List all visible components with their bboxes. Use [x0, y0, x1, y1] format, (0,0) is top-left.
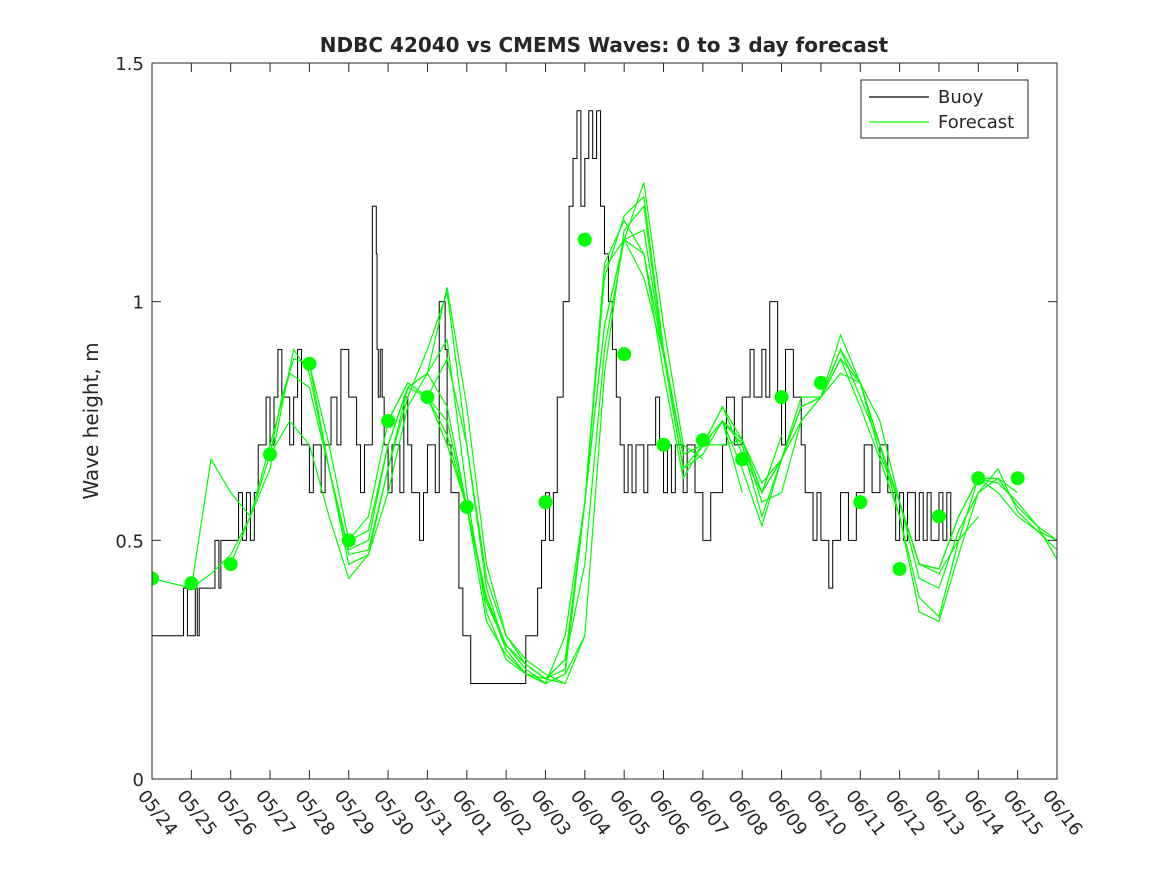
forecast-marker [341, 533, 356, 548]
forecast-marker [577, 232, 592, 247]
legend-box [860, 79, 1029, 139]
forecast-marker [774, 390, 789, 405]
plot-area [152, 110, 1057, 685]
forecast-marker [152, 571, 159, 586]
forecast-marker [892, 561, 907, 576]
y-tick-label: 0.5 [115, 531, 144, 552]
forecast-marker [813, 375, 828, 390]
chart-title: NDBC 42040 vs CMEMS Waves: 0 to 3 day fo… [320, 33, 889, 57]
forecast-marker [971, 471, 986, 486]
forecast-marker [853, 495, 868, 510]
forecast-marker [184, 576, 199, 591]
y-axis-label: Wave height, m [79, 342, 103, 499]
forecast-series-line-4 [308, 204, 665, 685]
forecast-series-line-13 [741, 357, 1057, 623]
y-tick-label: 1 [133, 293, 144, 314]
forecast-marker [223, 557, 238, 572]
forecast-series-line-5 [348, 182, 704, 685]
legend-label-forecast: Forecast [938, 112, 1014, 133]
y-tick-label: 1.5 [115, 54, 144, 75]
forecast-marker [459, 499, 474, 514]
legend: Buoy Forecast [860, 79, 1029, 139]
forecast-series-line-0 [152, 358, 546, 685]
forecast-series-line-1 [190, 338, 566, 685]
forecast-marker [420, 390, 435, 405]
forecast-series-line-8 [466, 238, 822, 680]
axes-box [151, 62, 1058, 780]
forecast-marker [1010, 471, 1025, 486]
forecast-marker [302, 356, 317, 371]
forecast-marker [381, 414, 396, 428]
forecast-marker [538, 495, 553, 510]
y-tick-label: 0 [133, 770, 144, 791]
forecast-marker [656, 437, 671, 452]
forecast-marker [931, 509, 946, 524]
legend-label-buoy: Buoy [938, 87, 984, 108]
forecast-marker [695, 433, 710, 448]
buoy-series-line [152, 110, 959, 685]
forecast-marker [263, 447, 278, 462]
forecast-marker [735, 452, 750, 467]
forecast-marker [617, 347, 632, 362]
